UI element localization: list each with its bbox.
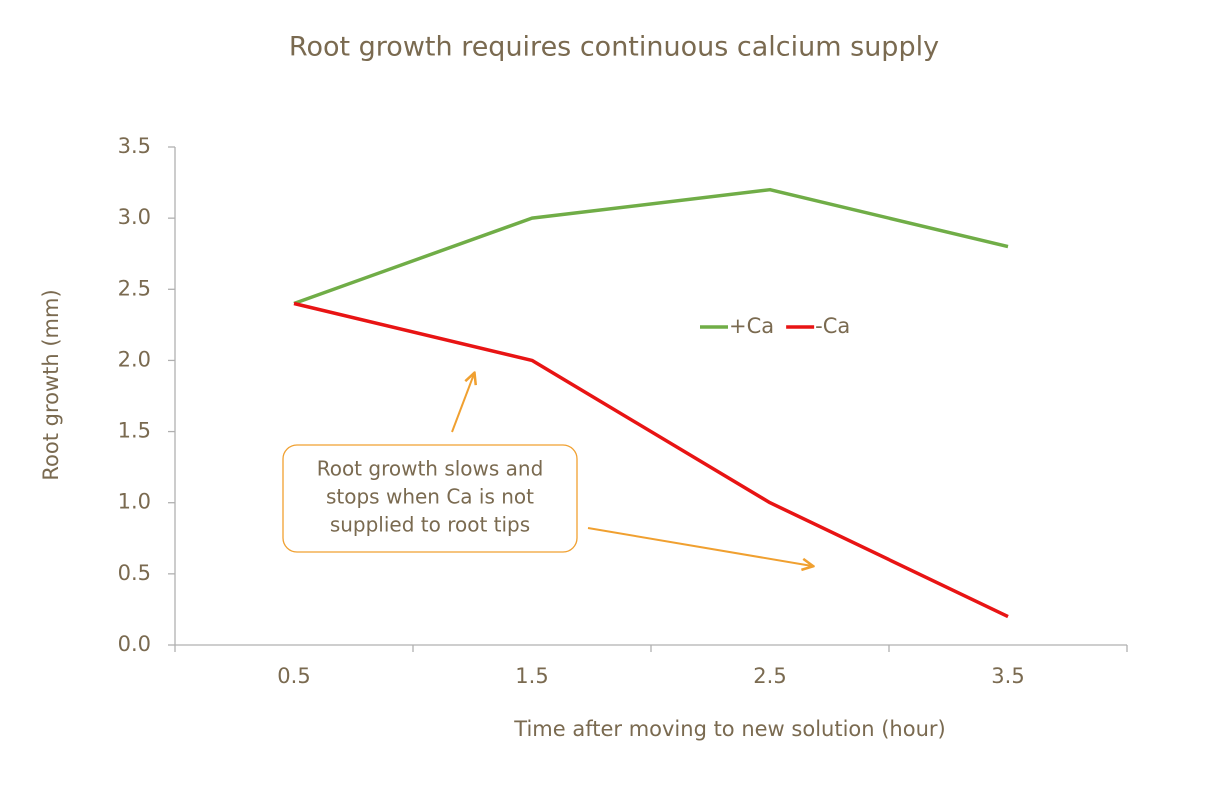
x-axis-label: Time after moving to new solution (hour)	[513, 717, 945, 741]
series-line	[293, 187, 1009, 306]
y-tick-label: 3.5	[118, 134, 151, 158]
annotation-arrow	[587, 527, 812, 566]
y-axis-label: Root growth (mm)	[39, 289, 63, 480]
y-tick-label: 2.5	[118, 276, 151, 300]
y-tick-label: 1.0	[118, 490, 151, 514]
annotation-arrow	[451, 374, 474, 433]
y-tick-label: 2.0	[118, 347, 151, 371]
y-tick-label: 0.5	[118, 561, 151, 585]
y-tick-label: 0.0	[118, 632, 151, 656]
annotation-line: supplied to root tips	[330, 513, 530, 537]
annotation-box	[282, 444, 578, 553]
x-tick-label: 3.5	[991, 664, 1024, 688]
legend-label: -Ca	[815, 314, 850, 338]
y-tick-label: 3.0	[118, 205, 151, 229]
x-tick-label: 0.5	[277, 664, 310, 688]
x-tick-label: 2.5	[753, 664, 786, 688]
series-line	[293, 301, 1009, 619]
annotation-line: stops when Ca is not	[326, 485, 534, 509]
x-tick-label: 1.5	[515, 664, 548, 688]
chart-title: Root growth requires continuous calcium …	[289, 32, 939, 63]
y-tick-label: 1.5	[118, 419, 151, 443]
legend-label: +Ca	[729, 314, 774, 338]
annotation-line: Root growth slows and	[317, 457, 544, 481]
